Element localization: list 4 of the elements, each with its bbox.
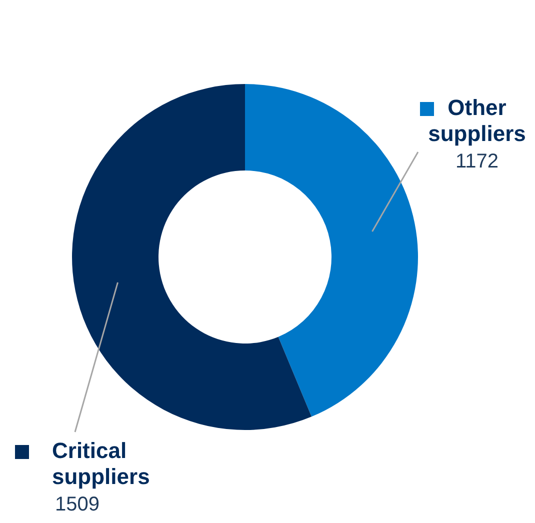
legend-label: Critical suppliers [52, 438, 150, 490]
data-label: 1509 [55, 494, 100, 516]
data-label: 1172 [455, 150, 499, 173]
legend-label: Other suppliers [428, 95, 526, 146]
